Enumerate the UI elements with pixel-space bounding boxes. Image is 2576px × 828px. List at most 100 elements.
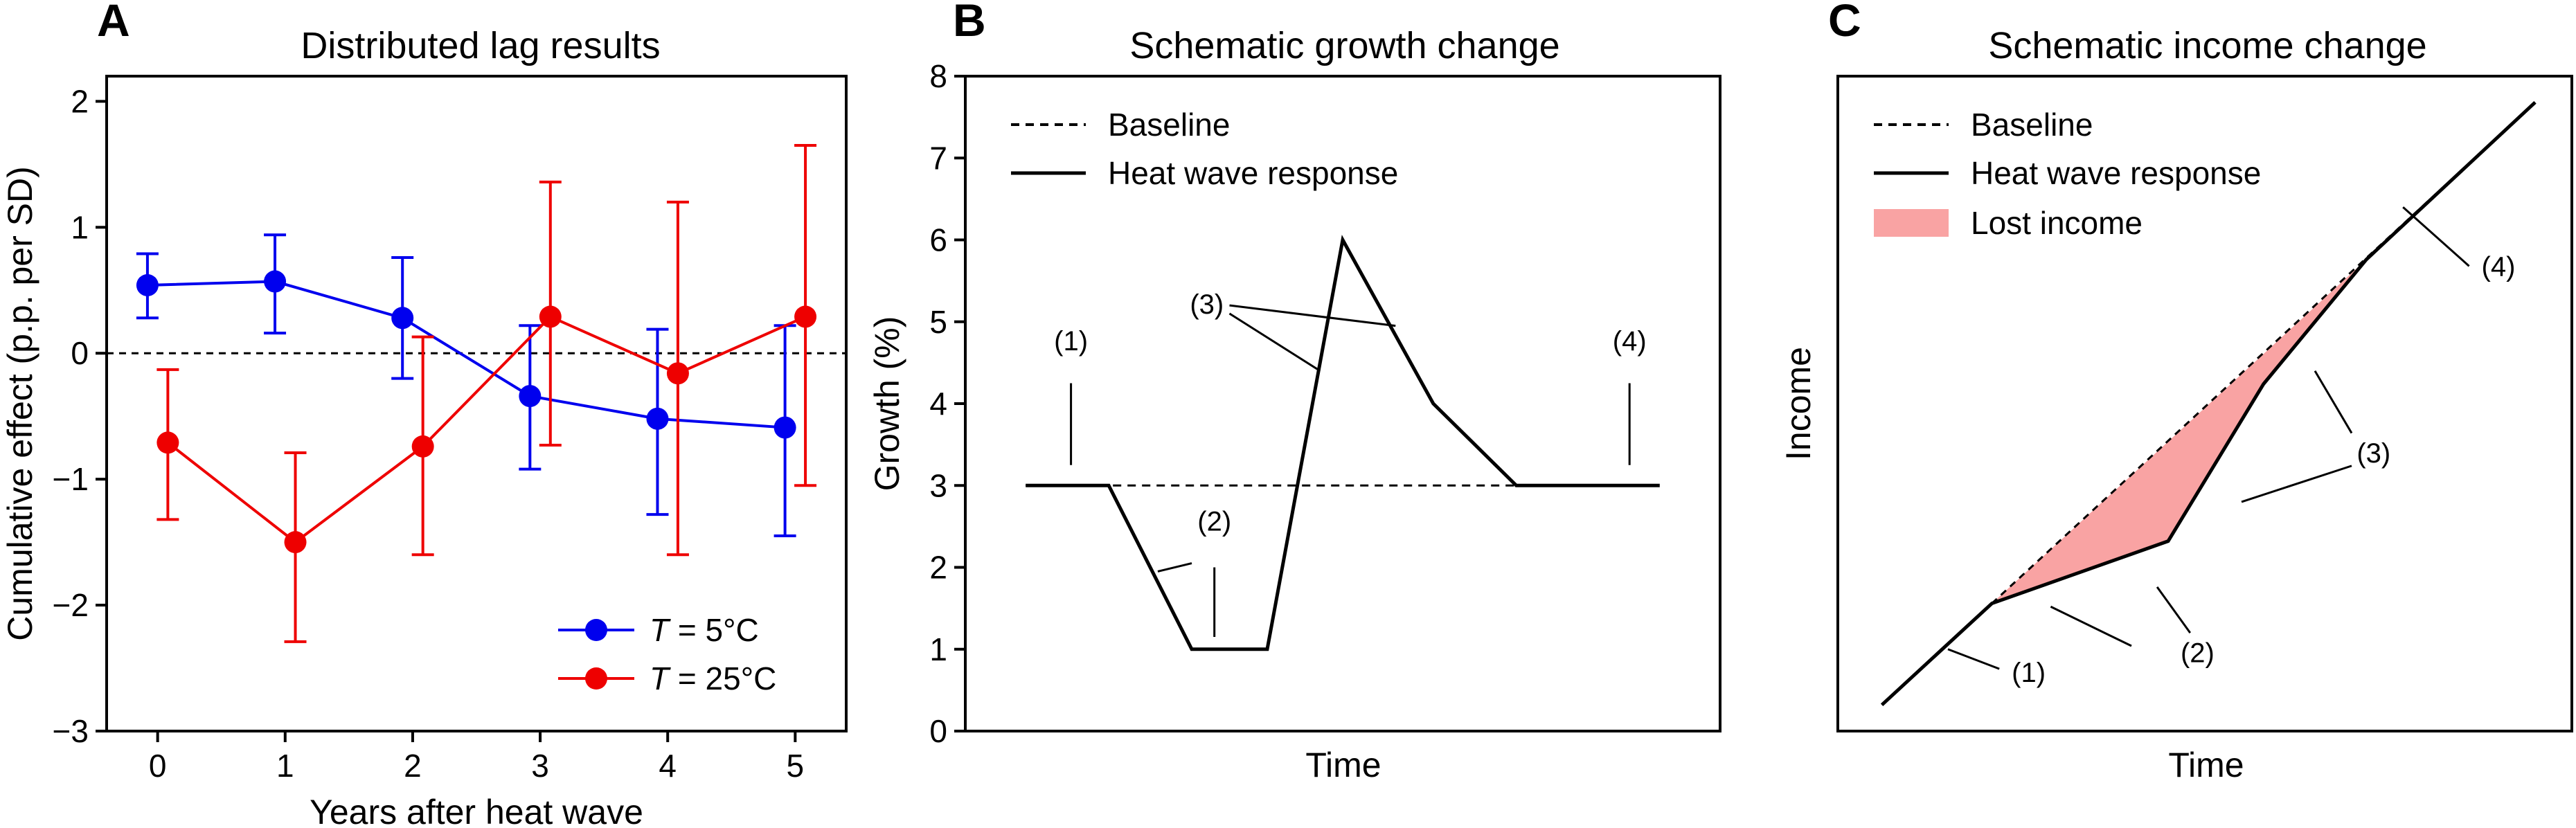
annotation-label: (1) <box>2012 658 2046 688</box>
annotation-pointer <box>2402 206 2470 267</box>
panel-title-a: Distributed lag results <box>301 25 660 66</box>
data-point <box>264 270 287 293</box>
data-point <box>773 416 796 439</box>
series-group-a <box>136 144 817 643</box>
annotation-pointer <box>1157 562 1192 573</box>
x-axis-label-a: Years after heat wave <box>310 793 643 828</box>
y-tick-label: −1 <box>53 461 89 497</box>
y-tick-label: 0 <box>929 713 947 749</box>
annotation: (4) <box>1613 326 1647 465</box>
annotation-pointer <box>2050 605 2132 647</box>
y-tick-label: 1 <box>71 209 89 245</box>
y-tick-label: 0 <box>71 335 89 371</box>
annotation-pointer <box>1947 648 2000 670</box>
annotations-b: (1) (2) (3) (4) <box>1054 289 1647 638</box>
data-point <box>519 385 542 408</box>
y-tick-label: −2 <box>53 587 89 623</box>
annotation: (1) <box>1947 648 2046 688</box>
panel-title-c: Schematic income change <box>1988 25 2426 66</box>
data-point <box>391 307 414 330</box>
annotation-label: (2) <box>2181 638 2215 669</box>
series-blue <box>136 233 796 538</box>
legend-label-red-variable: T <box>650 660 671 696</box>
series-line <box>167 315 806 544</box>
x-tick-label: 1 <box>276 748 294 784</box>
y-tick-label: 7 <box>929 140 947 176</box>
y-tick-label: 1 <box>929 631 947 667</box>
legend-marker-red <box>585 667 607 690</box>
annotations-c: (1) (2) (3) (4) <box>1947 206 2516 688</box>
annotation-label: (3) <box>2356 438 2390 469</box>
annotation: (1) <box>1054 326 1088 465</box>
plot-frame-a <box>105 75 848 732</box>
data-point <box>156 431 179 454</box>
annotation-pointer <box>2314 370 2353 434</box>
plot-frame-c <box>1836 75 2573 732</box>
lost-income-area <box>1992 259 2367 604</box>
legend-label-baseline-c: Baseline <box>1971 107 2093 143</box>
legend-a: T = 5°C T = 25°C <box>558 612 776 696</box>
series-group-b <box>1026 235 1660 651</box>
legend-b: Baseline Heat wave response <box>1011 107 1398 191</box>
y-axis-label-c: Income <box>1779 347 1818 460</box>
x-tick-label: 4 <box>659 748 677 784</box>
annotation-pointer <box>2241 465 2352 503</box>
heat-wave-response-line <box>1026 235 1660 651</box>
annotation-label: (1) <box>1054 326 1088 357</box>
data-point <box>666 362 689 385</box>
panel-label-c: C <box>1828 0 1861 46</box>
y-tick-label: −3 <box>53 713 89 749</box>
y-axis-a: −3 −2 −1 0 1 2 <box>53 83 107 749</box>
legend-marker-blue <box>585 619 607 641</box>
x-tick-label: 0 <box>149 748 167 784</box>
data-point <box>539 305 562 328</box>
legend-label-blue-value: = 5°C <box>669 612 759 648</box>
x-tick-label: 5 <box>787 748 805 784</box>
annotation-pointer <box>1228 312 1321 372</box>
data-point <box>646 407 669 430</box>
data-point <box>411 435 434 458</box>
panel-title-b: Schematic growth change <box>1129 25 1559 66</box>
series-line <box>147 280 785 429</box>
panel-c: C Schematic income change (1) (2) (3) (4) T… <box>1779 0 2573 784</box>
legend-label-red-value: = 25°C <box>669 660 776 696</box>
annotation-label: (4) <box>2482 252 2516 282</box>
legend-label-response-c: Heat wave response <box>1971 155 2261 191</box>
y-tick-label: 8 <box>929 58 947 94</box>
heat-wave-response-line <box>1880 101 2537 706</box>
legend-entry-blue: T = 5°C <box>558 612 759 648</box>
y-axis-b: 0 1 2 3 4 5 6 7 8 <box>929 58 965 749</box>
y-tick-label: 4 <box>929 386 947 422</box>
y-axis-label-b: Growth (%) <box>868 316 906 492</box>
annotation: (3) <box>1190 289 1396 372</box>
x-axis-label-b: Time <box>1305 746 1381 784</box>
annotation: (2) <box>1157 506 1231 638</box>
data-point <box>794 305 817 328</box>
y-tick-label: 3 <box>929 467 947 503</box>
panel-label-a: A <box>97 0 130 46</box>
annotation-label: (3) <box>1190 289 1224 320</box>
annotation-pointer <box>2156 586 2192 633</box>
series-red <box>156 144 817 643</box>
data-point <box>284 531 307 554</box>
x-tick-label: 3 <box>531 748 549 784</box>
panel-a: A Distributed lag results 0 1 2 3 4 5 −3 −2 −1 0… <box>1 0 848 828</box>
legend-label-baseline-b: Baseline <box>1108 107 1230 143</box>
series-group-c <box>1880 101 2537 706</box>
legend-entry-red: T = 25°C <box>558 660 776 696</box>
y-tick-label: 5 <box>929 304 947 340</box>
legend-label-blue-variable: T <box>650 612 671 648</box>
x-tick-label: 2 <box>404 748 422 784</box>
annotation: (2) <box>2050 586 2215 669</box>
annotation: (4) <box>2402 206 2516 282</box>
y-axis-label-a: Cumulative effect (p.p. per SD) <box>1 166 39 640</box>
annotation: (3) <box>2241 370 2390 503</box>
x-axis-label-c: Time <box>2168 746 2244 784</box>
svg-text:T = 5°C: T = 5°C <box>650 612 759 648</box>
y-tick-label: 2 <box>929 550 947 586</box>
legend-label-response-b: Heat wave response <box>1108 155 1398 191</box>
annotation-label: (2) <box>1197 506 1231 537</box>
y-tick-label: 6 <box>929 222 947 258</box>
